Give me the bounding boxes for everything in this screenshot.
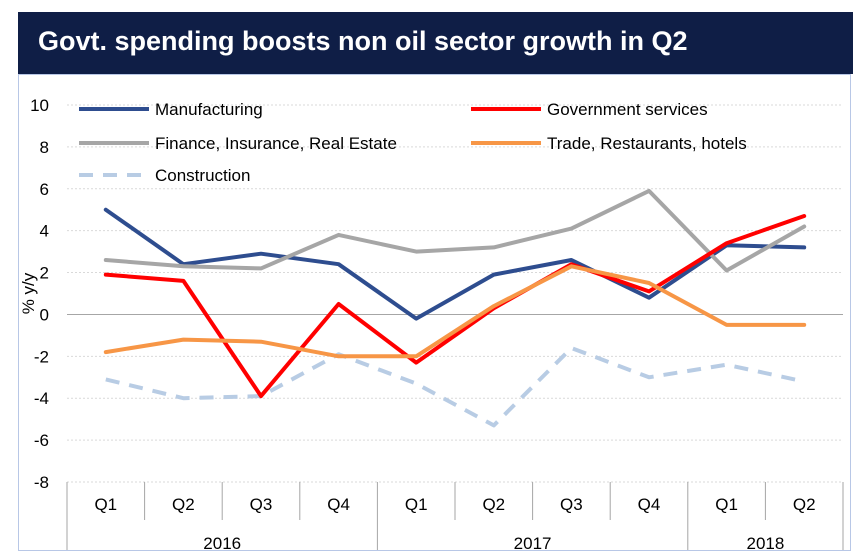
x-tick-label: Q3 (250, 495, 273, 514)
y-tick-label: -4 (34, 389, 49, 408)
y-axis-label: % y/y (19, 272, 38, 314)
x-tick-label: Q2 (172, 495, 195, 514)
x-tick-label: Q1 (715, 495, 738, 514)
chart-frame: 10 8 6 4 2 0 -2 -4 -6 -8 % y/y Q1 Q2 Q3 Q4 Q1 Q2 Q3 Q4 Q1 Q2… (18, 74, 851, 551)
title-banner: Govt. spending boosts non oil sector gro… (18, 12, 853, 74)
legend-label: Finance, Insurance, Real Estate (155, 134, 397, 153)
chart-title: Govt. spending boosts non oil sector gro… (38, 26, 688, 56)
x-tick-label: Q4 (327, 495, 350, 514)
series-line-trade-restaurants-hotels (103, 264, 807, 359)
x-tick-label: Q1 (94, 495, 117, 514)
y-tick-label: 8 (40, 138, 49, 157)
x-tick-label: Q1 (405, 495, 428, 514)
y-tick-label: -2 (34, 347, 49, 366)
year-label: 2017 (514, 534, 552, 550)
x-tick-label: Q2 (793, 495, 816, 514)
series-line-finance-insurance-real-estate (103, 188, 807, 273)
y-tick-label: 10 (30, 96, 49, 115)
year-label: 2016 (203, 534, 241, 550)
legend-label: Construction (155, 166, 250, 185)
year-label: 2018 (746, 534, 784, 550)
x-tick-label: Q2 (482, 495, 505, 514)
series-line-construction (105, 346, 805, 428)
legend-label: Government services (547, 100, 708, 119)
y-tick-label: 0 (40, 305, 49, 324)
x-tick-label: Q3 (560, 495, 583, 514)
y-tick-label: -6 (34, 431, 49, 450)
legend-label: Trade, Restaurants, hotels (547, 134, 747, 153)
series-line-manufacturing (103, 207, 807, 321)
line-chart: 10 8 6 4 2 0 -2 -4 -6 -8 % y/y Q1 Q2 Q3 Q4 Q1 Q2 Q3 Q4 Q1 Q2… (19, 96, 844, 550)
x-tick-label: Q4 (638, 495, 661, 514)
y-tick-label: 6 (40, 180, 49, 199)
legend-label: Manufacturing (155, 100, 263, 119)
y-tick-label: -8 (34, 473, 49, 492)
series-line-government-services (103, 214, 807, 399)
y-tick-label: 2 (40, 264, 49, 283)
y-tick-label: 4 (40, 222, 49, 241)
